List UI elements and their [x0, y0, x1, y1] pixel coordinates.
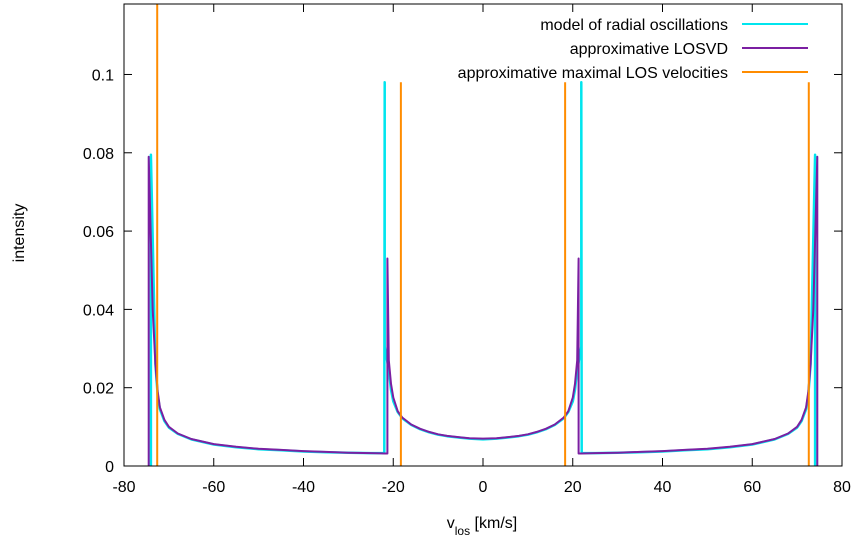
x-axis-label-main: v [447, 515, 455, 532]
x-tick-label: -40 [292, 479, 315, 496]
y-tick-label: 0.08 [83, 146, 114, 163]
x-tick-label: 60 [743, 479, 761, 496]
legend-label: approximative LOSVD [570, 41, 728, 58]
x-tick-label: -20 [382, 479, 405, 496]
plot-frame [123, 3, 843, 467]
x-tick-label: 20 [564, 479, 582, 496]
y-tick-label: 0.02 [83, 381, 114, 398]
losvd-series-line [147, 155, 819, 466]
model-series-line [149, 81, 817, 466]
x-axis-label-unit: [km/s] [470, 515, 517, 532]
legend-label: model of radial oscillations [540, 17, 728, 34]
plot-area: 0 0.02 0.04 0.06 0.08 0.1 -80 -60 -40 -20 0 20 40 60… [83, 3, 851, 496]
y-tick-label: 0.06 [83, 224, 114, 241]
x-tick-label: -80 [112, 479, 135, 496]
legend-label: approximative maximal LOS velocities [458, 65, 728, 82]
x-axis-ticks: -80 -60 -40 -20 0 20 40 60 80 [112, 4, 851, 496]
x-tick-label: -60 [202, 479, 225, 496]
x-axis-label: vlos [km/s] [447, 515, 517, 538]
y-axis-ticks: 0 0.02 0.04 0.06 0.08 0.1 [83, 67, 842, 476]
series-lines [147, 4, 819, 466]
x-tick-label: 0 [479, 479, 488, 496]
x-tick-label: 40 [654, 479, 672, 496]
y-tick-label: 0 [105, 459, 114, 476]
x-tick-label: 80 [833, 479, 851, 496]
y-tick-label: 0.1 [92, 67, 114, 84]
x-axis-label-subscript: los [455, 524, 470, 538]
legend: model of radial oscillations approximativ… [458, 17, 808, 82]
y-tick-label: 0.04 [83, 302, 114, 319]
y-axis-label: intensity [11, 204, 28, 263]
